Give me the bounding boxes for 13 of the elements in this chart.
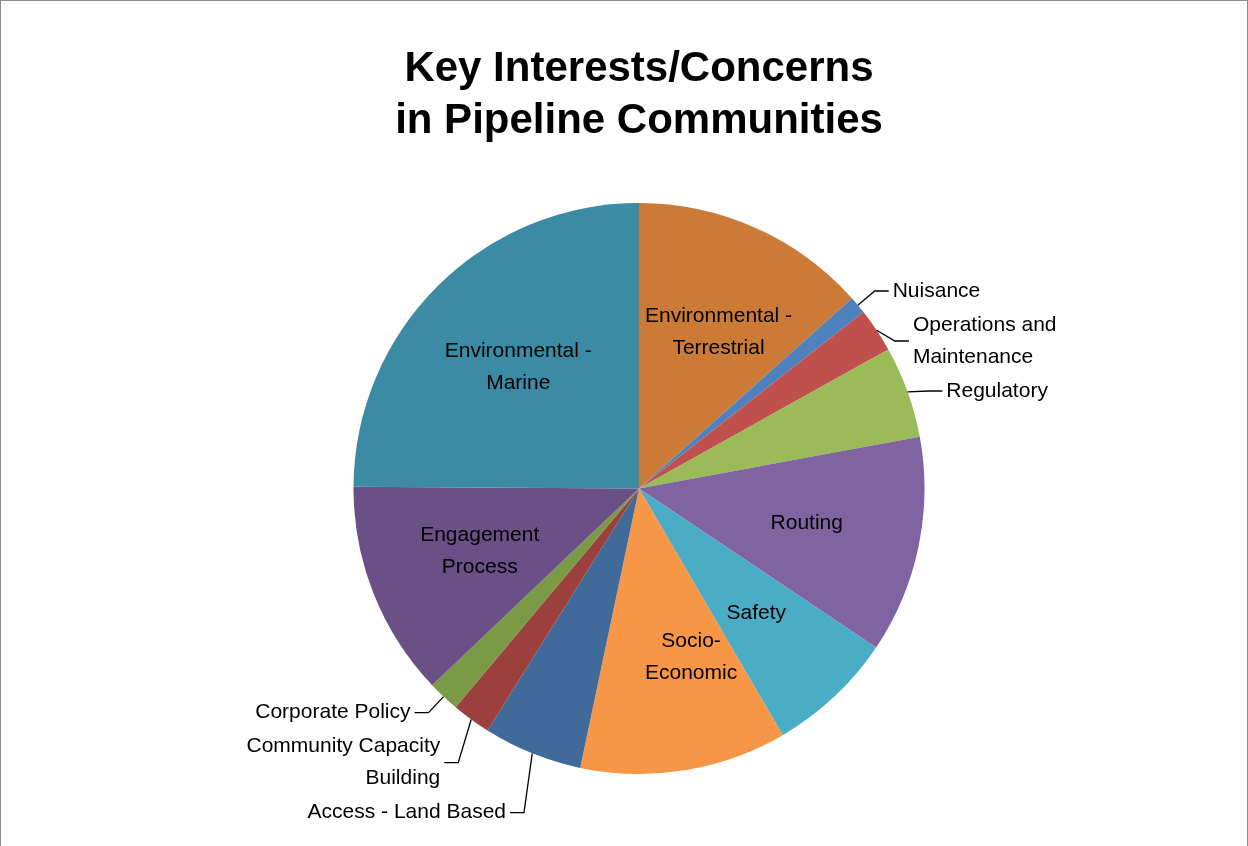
slice-label: Routing — [770, 510, 843, 534]
chart-title: Key Interests/Concerns in Pipeline Communities — [395, 42, 883, 143]
slice-label: Corporate Policy — [255, 699, 411, 723]
slice-label: Socio-Economic — [645, 628, 738, 684]
slice-label: Safety — [726, 600, 787, 624]
slice-label: Community Capacity Building — [246, 733, 441, 789]
slice-label: Operations and Maintenance — [912, 311, 1057, 367]
slice-label: Environmental - Terrestrial — [645, 302, 793, 358]
slice-label: Access - Land Based — [307, 799, 507, 823]
slice-label: Nuisance — [892, 277, 981, 301]
slice-label: Regulatory — [946, 377, 1049, 401]
slice-label: Engagement Process — [420, 522, 540, 578]
slice-label: Environmental - Marine — [444, 337, 592, 393]
